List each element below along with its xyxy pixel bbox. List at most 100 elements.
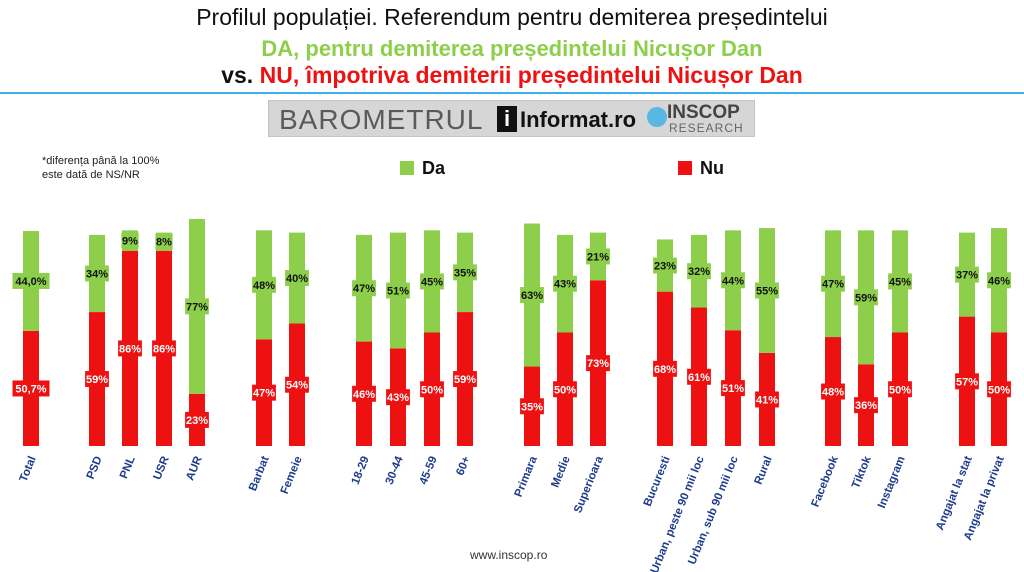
data-label: 48% (253, 280, 275, 292)
data-label-box (155, 233, 173, 250)
data-label: 57% (956, 376, 978, 388)
data-label-box (721, 380, 745, 397)
category-label: 45-59 (418, 455, 440, 487)
data-label: 55% (756, 286, 778, 298)
chart-title: Profilul populației. Referendum pentru d… (196, 4, 828, 30)
data-label: 46% (988, 275, 1010, 287)
category-label: Superioara (572, 454, 606, 515)
legend-da: Da (400, 158, 445, 179)
legend-nu: Nu (678, 158, 724, 179)
data-label-box (653, 360, 677, 377)
vs-label: vs. (221, 62, 254, 88)
data-label-box (586, 248, 610, 265)
data-label: 48% (822, 387, 844, 399)
data-label-box (420, 381, 444, 398)
data-label: 50,7% (15, 383, 46, 395)
data-label-box (453, 264, 477, 281)
category-label: Barbat (247, 454, 272, 492)
data-label-box (285, 270, 309, 287)
data-label-box (386, 389, 410, 406)
category-label: USR (152, 454, 172, 482)
data-label: 61% (688, 372, 710, 384)
chart-subtitle-nu: vs. NU, împotriva demiterii președintelu… (0, 62, 1024, 89)
data-label-box (118, 340, 142, 357)
data-label-box (85, 371, 109, 388)
data-label-box (821, 383, 845, 400)
data-label: 59% (855, 292, 877, 304)
data-label-box (854, 397, 878, 414)
nu-subtitle: NU, împotriva demiterii președintelui Ni… (259, 62, 803, 88)
data-label: 77% (186, 301, 208, 313)
data-label: 9% (122, 236, 138, 248)
data-label: 23% (186, 415, 208, 427)
data-label-box (252, 276, 276, 293)
header-divider (0, 92, 1024, 94)
data-label-box (586, 355, 610, 372)
legend-nu-label: Nu (700, 158, 724, 178)
category-label: Instagram (876, 455, 908, 510)
data-label-box (352, 280, 376, 297)
category-label: Femeie (279, 455, 305, 496)
data-label: 47% (822, 279, 844, 291)
data-label-box (987, 272, 1011, 289)
data-label-box (386, 282, 410, 299)
data-label-box (185, 298, 209, 315)
inscop-research-text: RESEARCH (669, 121, 744, 135)
data-label: 59% (86, 374, 108, 386)
data-label-box (821, 275, 845, 292)
data-label: 47% (253, 388, 275, 400)
data-label: 40% (286, 273, 308, 285)
data-label-box (955, 373, 979, 390)
data-label: 43% (554, 279, 576, 291)
legend-nu-swatch (678, 160, 692, 175)
informat-logo-icon: i (497, 106, 517, 132)
data-label: 36% (855, 400, 877, 412)
category-label: Tiktok (850, 454, 874, 490)
category-label: Facebook (810, 454, 841, 509)
data-label: 50% (554, 384, 576, 396)
data-label: 35% (521, 401, 543, 413)
data-label: 43% (387, 392, 409, 404)
data-label-box (687, 368, 711, 385)
category-label: AUR (184, 454, 205, 482)
category-label: Primara (513, 454, 540, 499)
data-label: 45% (889, 276, 911, 288)
data-label-box (520, 287, 544, 304)
data-label: 45% (421, 276, 443, 288)
barometrul-logo-text: BAROMETRUL (279, 104, 484, 135)
data-label-box (955, 266, 979, 283)
data-label: 23% (654, 261, 676, 273)
data-label: 41% (756, 394, 778, 406)
data-label: 86% (119, 343, 141, 355)
data-label-box (252, 384, 276, 401)
data-label: 51% (387, 286, 409, 298)
data-label: 46% (353, 389, 375, 401)
data-label-box (12, 380, 50, 397)
barometer-logo-banner: BAROMETRUL i Informat.ro INSCOP RESEARCH (268, 100, 755, 137)
data-label: 37% (956, 270, 978, 282)
data-label: 50% (889, 384, 911, 396)
data-label: 59% (454, 374, 476, 386)
data-label: 51% (722, 383, 744, 395)
data-label-box (12, 272, 50, 289)
data-label-box (285, 376, 309, 393)
data-label-box (453, 371, 477, 388)
inscop-globe-icon (647, 107, 667, 127)
data-label-box (85, 265, 109, 282)
data-label-box (352, 385, 376, 402)
data-label-box (121, 232, 139, 249)
data-label-box (420, 273, 444, 290)
data-label-box (520, 398, 544, 415)
data-label-box (653, 257, 677, 274)
data-label-box (888, 273, 912, 290)
data-label-box (687, 263, 711, 280)
data-label: 50% (988, 384, 1010, 396)
data-label: 68% (654, 364, 676, 376)
data-label-box (755, 282, 779, 299)
data-label: 47% (353, 283, 375, 295)
data-label-box (152, 340, 176, 357)
data-label: 86% (153, 343, 175, 355)
data-label: 21% (587, 251, 609, 263)
footer-url: www.inscop.ro (470, 548, 548, 562)
